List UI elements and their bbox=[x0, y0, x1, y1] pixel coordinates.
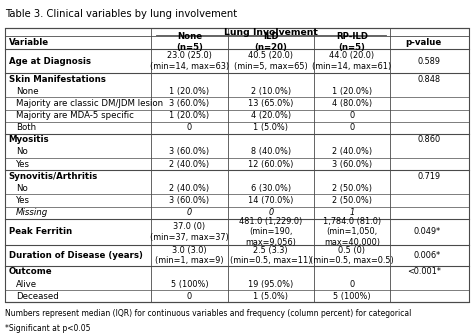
Text: 37.0 (0)
(min=37, max=37): 37.0 (0) (min=37, max=37) bbox=[150, 222, 229, 242]
Text: 0: 0 bbox=[187, 123, 192, 132]
Text: 0.006*: 0.006* bbox=[414, 251, 441, 260]
Text: Both: Both bbox=[16, 123, 36, 132]
Text: None
(n=5): None (n=5) bbox=[176, 32, 203, 52]
Text: Skin Manifestations: Skin Manifestations bbox=[9, 75, 105, 84]
Text: 0: 0 bbox=[349, 111, 355, 120]
Text: 5 (100%): 5 (100%) bbox=[171, 280, 208, 289]
Text: 1 (20.0%): 1 (20.0%) bbox=[169, 87, 210, 96]
Text: RP-ILD
(n=5): RP-ILD (n=5) bbox=[336, 32, 368, 52]
Text: 0.049*: 0.049* bbox=[414, 227, 441, 236]
Text: Yes: Yes bbox=[16, 160, 30, 169]
Text: 0.848: 0.848 bbox=[418, 75, 441, 84]
Text: 0.860: 0.860 bbox=[418, 135, 441, 144]
Text: None: None bbox=[16, 87, 38, 96]
Text: Synovitis/Arthritis: Synovitis/Arthritis bbox=[9, 172, 98, 181]
Text: 2 (40.0%): 2 (40.0%) bbox=[169, 160, 210, 169]
Text: 2 (40.0%): 2 (40.0%) bbox=[332, 148, 372, 157]
Text: 481.0 (1,229.0)
(min=190,
max=9,056): 481.0 (1,229.0) (min=190, max=9,056) bbox=[239, 217, 302, 247]
Text: 5 (100%): 5 (100%) bbox=[333, 292, 371, 301]
Text: 4 (20.0%): 4 (20.0%) bbox=[251, 111, 291, 120]
Text: Majority are MDA-5 specific: Majority are MDA-5 specific bbox=[16, 111, 134, 120]
Text: 1: 1 bbox=[349, 208, 355, 217]
Text: 1 (5.0%): 1 (5.0%) bbox=[253, 292, 288, 301]
Text: 0: 0 bbox=[349, 123, 355, 132]
Text: 8 (40.0%): 8 (40.0%) bbox=[251, 148, 291, 157]
Text: Deceased: Deceased bbox=[16, 292, 58, 301]
Text: Variable: Variable bbox=[9, 38, 49, 47]
Text: 14 (70.0%): 14 (70.0%) bbox=[248, 196, 293, 205]
Text: p-value: p-value bbox=[405, 38, 441, 47]
Text: 2 (50.0%): 2 (50.0%) bbox=[332, 196, 372, 205]
Text: Missing: Missing bbox=[16, 208, 48, 217]
Text: 0.719: 0.719 bbox=[418, 172, 441, 181]
Text: 23.0 (25.0)
(min=14, max=63): 23.0 (25.0) (min=14, max=63) bbox=[150, 51, 229, 71]
Text: 6 (30.0%): 6 (30.0%) bbox=[251, 184, 291, 193]
Text: 2 (50.0%): 2 (50.0%) bbox=[332, 184, 372, 193]
Text: 1 (5.0%): 1 (5.0%) bbox=[253, 123, 288, 132]
Text: *Significant at p<0.05: *Significant at p<0.05 bbox=[5, 324, 90, 333]
Text: 2 (40.0%): 2 (40.0%) bbox=[169, 184, 210, 193]
Text: No: No bbox=[16, 184, 27, 193]
Text: 13 (65.0%): 13 (65.0%) bbox=[248, 99, 293, 108]
Text: Outcome: Outcome bbox=[9, 268, 52, 277]
Text: Duration of Disease (years): Duration of Disease (years) bbox=[9, 251, 142, 260]
Text: Table 3. Clinical variables by lung involvement: Table 3. Clinical variables by lung invo… bbox=[5, 9, 237, 19]
Text: No: No bbox=[16, 148, 27, 157]
Text: 2.5 (3.3)
(min=0.5, max=11): 2.5 (3.3) (min=0.5, max=11) bbox=[230, 246, 311, 266]
Text: 0.589: 0.589 bbox=[418, 56, 441, 65]
Text: Numbers represent median (IQR) for continuous variables and frequency (column pe: Numbers represent median (IQR) for conti… bbox=[5, 309, 411, 318]
Text: 2 (10.0%): 2 (10.0%) bbox=[251, 87, 291, 96]
Text: Myositis: Myositis bbox=[9, 135, 49, 144]
Text: 3 (60.0%): 3 (60.0%) bbox=[169, 99, 210, 108]
Text: Majority are classic DM/JDM lesion: Majority are classic DM/JDM lesion bbox=[16, 99, 163, 108]
Text: 1 (20.0%): 1 (20.0%) bbox=[332, 87, 372, 96]
Text: Age at Diagnosis: Age at Diagnosis bbox=[9, 56, 91, 65]
Text: 0: 0 bbox=[187, 208, 192, 217]
Text: 40.5 (20.0)
(min=5, max=65): 40.5 (20.0) (min=5, max=65) bbox=[234, 51, 308, 71]
Text: Lung Involvement: Lung Involvement bbox=[224, 27, 318, 36]
Text: 0.5 (0)
(min=0.5, max=0.5): 0.5 (0) (min=0.5, max=0.5) bbox=[310, 246, 394, 266]
Text: 19 (95.0%): 19 (95.0%) bbox=[248, 280, 293, 289]
Text: 12 (60.0%): 12 (60.0%) bbox=[248, 160, 293, 169]
Text: 3 (60.0%): 3 (60.0%) bbox=[169, 196, 210, 205]
Text: 4 (80.0%): 4 (80.0%) bbox=[332, 99, 372, 108]
Text: 3 (60.0%): 3 (60.0%) bbox=[332, 160, 372, 169]
Text: 0: 0 bbox=[349, 280, 355, 289]
Text: 1 (20.0%): 1 (20.0%) bbox=[169, 111, 210, 120]
Text: 1,784.0 (81.0)
(min=1,050,
max=40,000): 1,784.0 (81.0) (min=1,050, max=40,000) bbox=[323, 217, 381, 247]
Bar bbox=[5, 28, 469, 302]
Text: Alive: Alive bbox=[16, 280, 37, 289]
Text: 0: 0 bbox=[268, 208, 273, 217]
Text: Yes: Yes bbox=[16, 196, 30, 205]
Text: 0: 0 bbox=[187, 292, 192, 301]
Text: 3.0 (3.0)
(min=1, max=9): 3.0 (3.0) (min=1, max=9) bbox=[155, 246, 224, 266]
Text: ILD
(n=20): ILD (n=20) bbox=[254, 32, 287, 52]
Text: 44.0 (20.0)
(min=14, max=61): 44.0 (20.0) (min=14, max=61) bbox=[312, 51, 392, 71]
Text: Peak Ferritin: Peak Ferritin bbox=[9, 227, 72, 236]
Text: 3 (60.0%): 3 (60.0%) bbox=[169, 148, 210, 157]
Text: <0.001*: <0.001* bbox=[407, 268, 441, 277]
